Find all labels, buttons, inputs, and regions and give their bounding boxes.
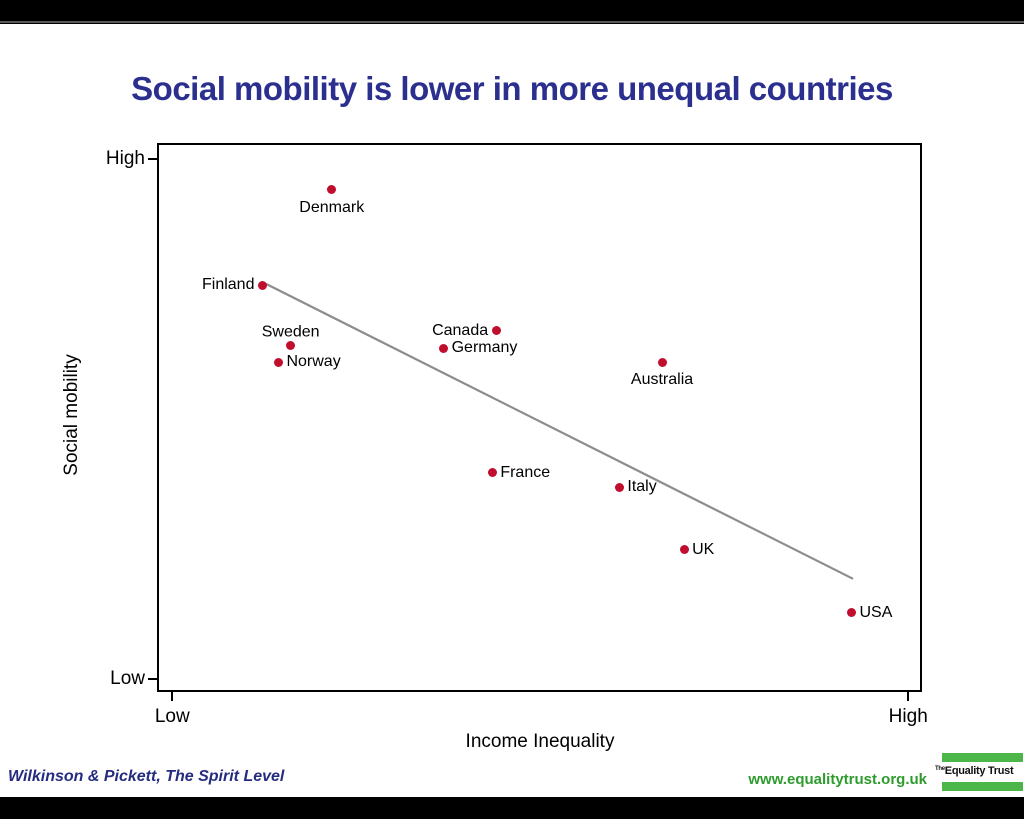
x-axis-label: Income Inequality bbox=[465, 731, 615, 752]
data-point-label: Denmark bbox=[299, 198, 365, 216]
data-point-label: USA bbox=[859, 603, 893, 621]
data-point-dot bbox=[327, 185, 337, 195]
data-point-label: Italy bbox=[627, 478, 657, 496]
logo-bottom-bar bbox=[942, 782, 1023, 791]
x-tick-label: High bbox=[888, 706, 928, 727]
data-point-dot bbox=[286, 341, 296, 351]
source-citation: Wilkinson & Pickett, The Spirit Level bbox=[8, 768, 285, 785]
data-point-dot bbox=[657, 357, 667, 367]
equality-trust-logo: TheEquality Trust bbox=[934, 751, 1024, 794]
data-point-label: Australia bbox=[630, 371, 694, 389]
data-point-dot bbox=[273, 357, 283, 367]
y-tick-mark bbox=[148, 157, 157, 160]
y-axis-label: Social mobility bbox=[61, 354, 82, 476]
x-tick-label: Low bbox=[154, 706, 190, 727]
data-point-dot bbox=[679, 545, 689, 555]
data-point-dot bbox=[847, 608, 856, 618]
x-tick-mark bbox=[171, 692, 174, 701]
y-tick-label: Low bbox=[110, 667, 145, 689]
x-tick-mark bbox=[907, 692, 910, 701]
website-url: www.equalitytrust.org.uk bbox=[748, 771, 927, 788]
slide-title: Social mobility is lower in more unequal… bbox=[131, 70, 893, 107]
data-point-label: Canada bbox=[432, 322, 489, 340]
data-point-dot bbox=[487, 468, 497, 478]
logo-top-bar bbox=[942, 753, 1023, 762]
plot-area: Denmark Finland Sweden Norway Canada Germany A… bbox=[157, 143, 922, 692]
trend-line bbox=[265, 282, 854, 580]
data-point-label: UK bbox=[692, 541, 715, 559]
trend-line-svg bbox=[265, 282, 854, 580]
data-point-dot bbox=[257, 280, 267, 290]
data-point-dot bbox=[614, 482, 624, 492]
data-point-dot bbox=[491, 326, 501, 336]
y-tick-mark bbox=[148, 677, 157, 680]
data-point-label: Sweden bbox=[261, 322, 320, 340]
data-point-label: France bbox=[500, 463, 551, 481]
logo-text: TheEquality Trust bbox=[935, 765, 1024, 777]
data-point-label: Norway bbox=[286, 353, 341, 371]
data-point-dot bbox=[439, 343, 449, 353]
logo-the-prefix: The bbox=[935, 766, 945, 772]
top-black-bar bbox=[0, 0, 1024, 23]
y-tick-label: High bbox=[105, 147, 145, 169]
data-point-label: Finland bbox=[202, 276, 255, 294]
data-point-label: Germany bbox=[451, 339, 518, 357]
logo-name: Equality Trust bbox=[944, 765, 1014, 777]
bottom-black-bar bbox=[0, 797, 1024, 819]
